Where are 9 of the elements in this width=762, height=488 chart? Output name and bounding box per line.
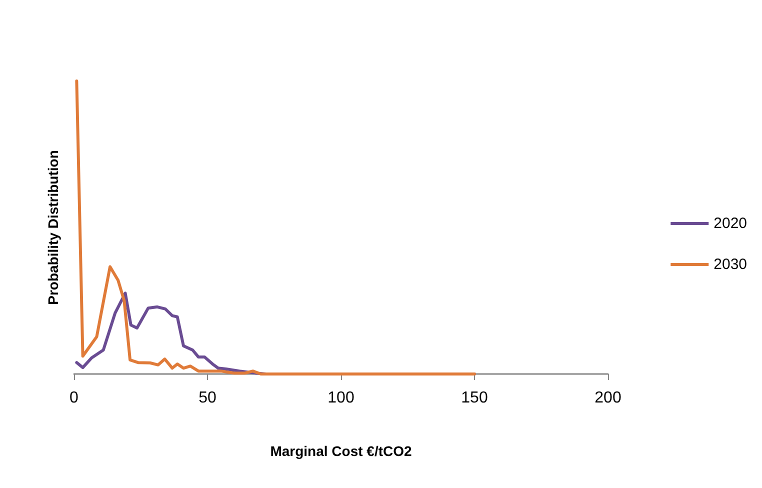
x-tick-label: 100 (328, 390, 354, 406)
legend-label: 2020 (714, 215, 748, 232)
x-tick-label: 150 (461, 390, 488, 406)
y-axis-title: Probability Distribution (45, 150, 61, 305)
legend-label: 2030 (714, 256, 748, 273)
x-tick-label: 200 (594, 390, 622, 406)
x-tick-label: 0 (70, 390, 79, 406)
x-axis-title: Marginal Cost €/tCO2 (270, 443, 412, 459)
x-tick-label: 50 (198, 390, 216, 406)
